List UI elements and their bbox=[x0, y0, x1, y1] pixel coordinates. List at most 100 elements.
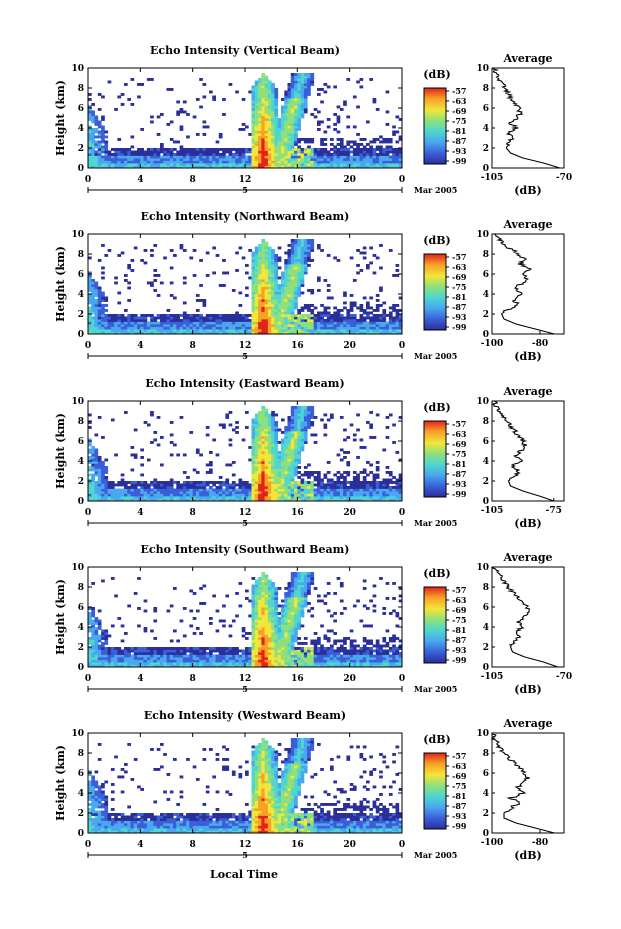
heatmap-cell bbox=[356, 160, 360, 164]
heatmap-cell bbox=[114, 324, 118, 327]
heatmap-cell bbox=[297, 458, 301, 462]
heatmap-cell bbox=[261, 284, 266, 287]
heatmap-cell bbox=[130, 657, 135, 660]
heatmap-cell bbox=[258, 299, 262, 302]
x-tick-label: 12 bbox=[239, 508, 252, 518]
heatmap-cell bbox=[251, 478, 256, 482]
heatmap-cell bbox=[339, 498, 344, 502]
heatmap-cell bbox=[88, 108, 92, 111]
heatmap-cell bbox=[156, 326, 161, 330]
heatmap-cell bbox=[320, 478, 324, 482]
heatmap-cell bbox=[333, 316, 337, 320]
heatmap-cell bbox=[271, 418, 275, 422]
heatmap-cell bbox=[264, 441, 269, 444]
heatmap-cell bbox=[303, 426, 308, 429]
heatmap-cell bbox=[143, 160, 148, 164]
heatmap-cell bbox=[133, 491, 138, 494]
heatmap-cell bbox=[117, 483, 122, 487]
heatmap-cell bbox=[258, 493, 262, 497]
heatmap-cell bbox=[222, 153, 226, 156]
heatmap-cell bbox=[130, 468, 135, 472]
heatmap-cell bbox=[166, 150, 171, 154]
heatmap-cell bbox=[215, 158, 220, 161]
heatmap-cell bbox=[209, 498, 213, 502]
heatmap-cell bbox=[385, 466, 390, 469]
heatmap-cell bbox=[231, 331, 236, 335]
heatmap-cell bbox=[137, 491, 141, 494]
heatmap-cell bbox=[143, 481, 148, 484]
heatmap-cell bbox=[169, 481, 174, 484]
heatmap-cell bbox=[251, 491, 256, 494]
heatmap-cell bbox=[91, 289, 95, 292]
heatmap-cell bbox=[254, 319, 259, 322]
heatmap-cell bbox=[294, 259, 298, 262]
heatmap-cell bbox=[271, 326, 275, 330]
heatmap-cell bbox=[97, 304, 102, 307]
heatmap-cell bbox=[352, 493, 357, 497]
heatmap-cell bbox=[186, 153, 190, 156]
heatmap-cell bbox=[222, 271, 226, 275]
heatmap-cell bbox=[333, 329, 337, 332]
heatmap-cell bbox=[182, 659, 187, 663]
heatmap-cell bbox=[317, 128, 321, 131]
heatmap-cell bbox=[307, 241, 311, 245]
heatmap-cell bbox=[215, 316, 220, 320]
heatmap-cell bbox=[195, 331, 200, 335]
heatmap-cell bbox=[294, 294, 298, 297]
heatmap-cell bbox=[218, 483, 223, 487]
heatmap-cell bbox=[385, 436, 390, 439]
heatmap-cell bbox=[143, 486, 148, 489]
heatmap-cell bbox=[215, 163, 220, 166]
heatmap-cell bbox=[179, 493, 184, 497]
heatmap-cell bbox=[366, 155, 370, 159]
heatmap-cell bbox=[225, 165, 230, 169]
heatmap-cell bbox=[264, 281, 269, 285]
heatmap-cell bbox=[254, 271, 259, 275]
heatmap-cell bbox=[346, 319, 351, 322]
heatmap-cell bbox=[297, 98, 301, 101]
day-label: 5 bbox=[242, 351, 248, 361]
heatmap-cell bbox=[173, 140, 177, 144]
heatmap-cell bbox=[150, 281, 154, 285]
heatmap-cell bbox=[317, 289, 321, 292]
heatmap-cell bbox=[91, 113, 95, 116]
heatmap-cell bbox=[297, 286, 301, 290]
heatmap-cell bbox=[117, 324, 122, 327]
heatmap-cell bbox=[366, 481, 370, 484]
heatmap-cell bbox=[173, 163, 177, 166]
heatmap-cell bbox=[271, 113, 275, 116]
heatmap-cell bbox=[97, 289, 102, 292]
heatmap-cell bbox=[330, 486, 334, 489]
heatmap-cell bbox=[277, 155, 282, 159]
heatmap-cell bbox=[287, 83, 292, 86]
heatmap-cell bbox=[330, 319, 334, 322]
heatmap-cell bbox=[297, 100, 301, 104]
heatmap-cell bbox=[294, 125, 298, 129]
heatmap-cell bbox=[307, 259, 311, 262]
heatmap-cell bbox=[320, 486, 324, 489]
heatmap-cell bbox=[143, 496, 148, 499]
heatmap-cell bbox=[294, 441, 298, 444]
heatmap-cell bbox=[294, 496, 298, 499]
heatmap-cell bbox=[398, 329, 403, 332]
heatmap-cell bbox=[186, 319, 190, 322]
heatmap-cell bbox=[124, 647, 128, 650]
heatmap-cell bbox=[317, 324, 321, 327]
heatmap-cell bbox=[330, 481, 334, 484]
heatmap-cell bbox=[150, 321, 154, 325]
heatmap-cell bbox=[349, 491, 354, 494]
heatmap-cell bbox=[317, 163, 321, 166]
heatmap-cell bbox=[225, 491, 230, 494]
heatmap-cell bbox=[290, 483, 295, 487]
heatmap-cell bbox=[300, 446, 305, 449]
heatmap-cell bbox=[199, 647, 203, 650]
heatmap-cell bbox=[202, 324, 207, 327]
heatmap-cell bbox=[107, 319, 112, 322]
heatmap-cell bbox=[267, 488, 272, 492]
heatmap-cell bbox=[202, 133, 207, 136]
heatmap-cell bbox=[379, 160, 383, 164]
heatmap-cell bbox=[251, 115, 256, 119]
heatmap-cell bbox=[271, 443, 275, 447]
heatmap-cell bbox=[385, 145, 390, 149]
heatmap-cell bbox=[88, 311, 92, 315]
